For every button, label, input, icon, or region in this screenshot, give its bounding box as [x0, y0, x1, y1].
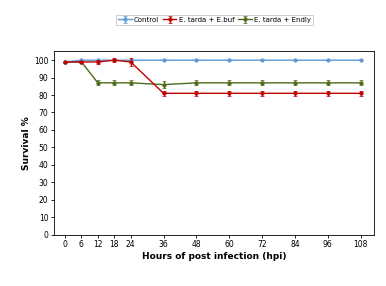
Y-axis label: Survival %: Survival % [22, 116, 31, 170]
X-axis label: Hours of post infection (hpi): Hours of post infection (hpi) [142, 252, 286, 261]
Legend: Control, E. tarda + E.buf, E. tarda + Endly: Control, E. tarda + E.buf, E. tarda + En… [116, 15, 313, 25]
